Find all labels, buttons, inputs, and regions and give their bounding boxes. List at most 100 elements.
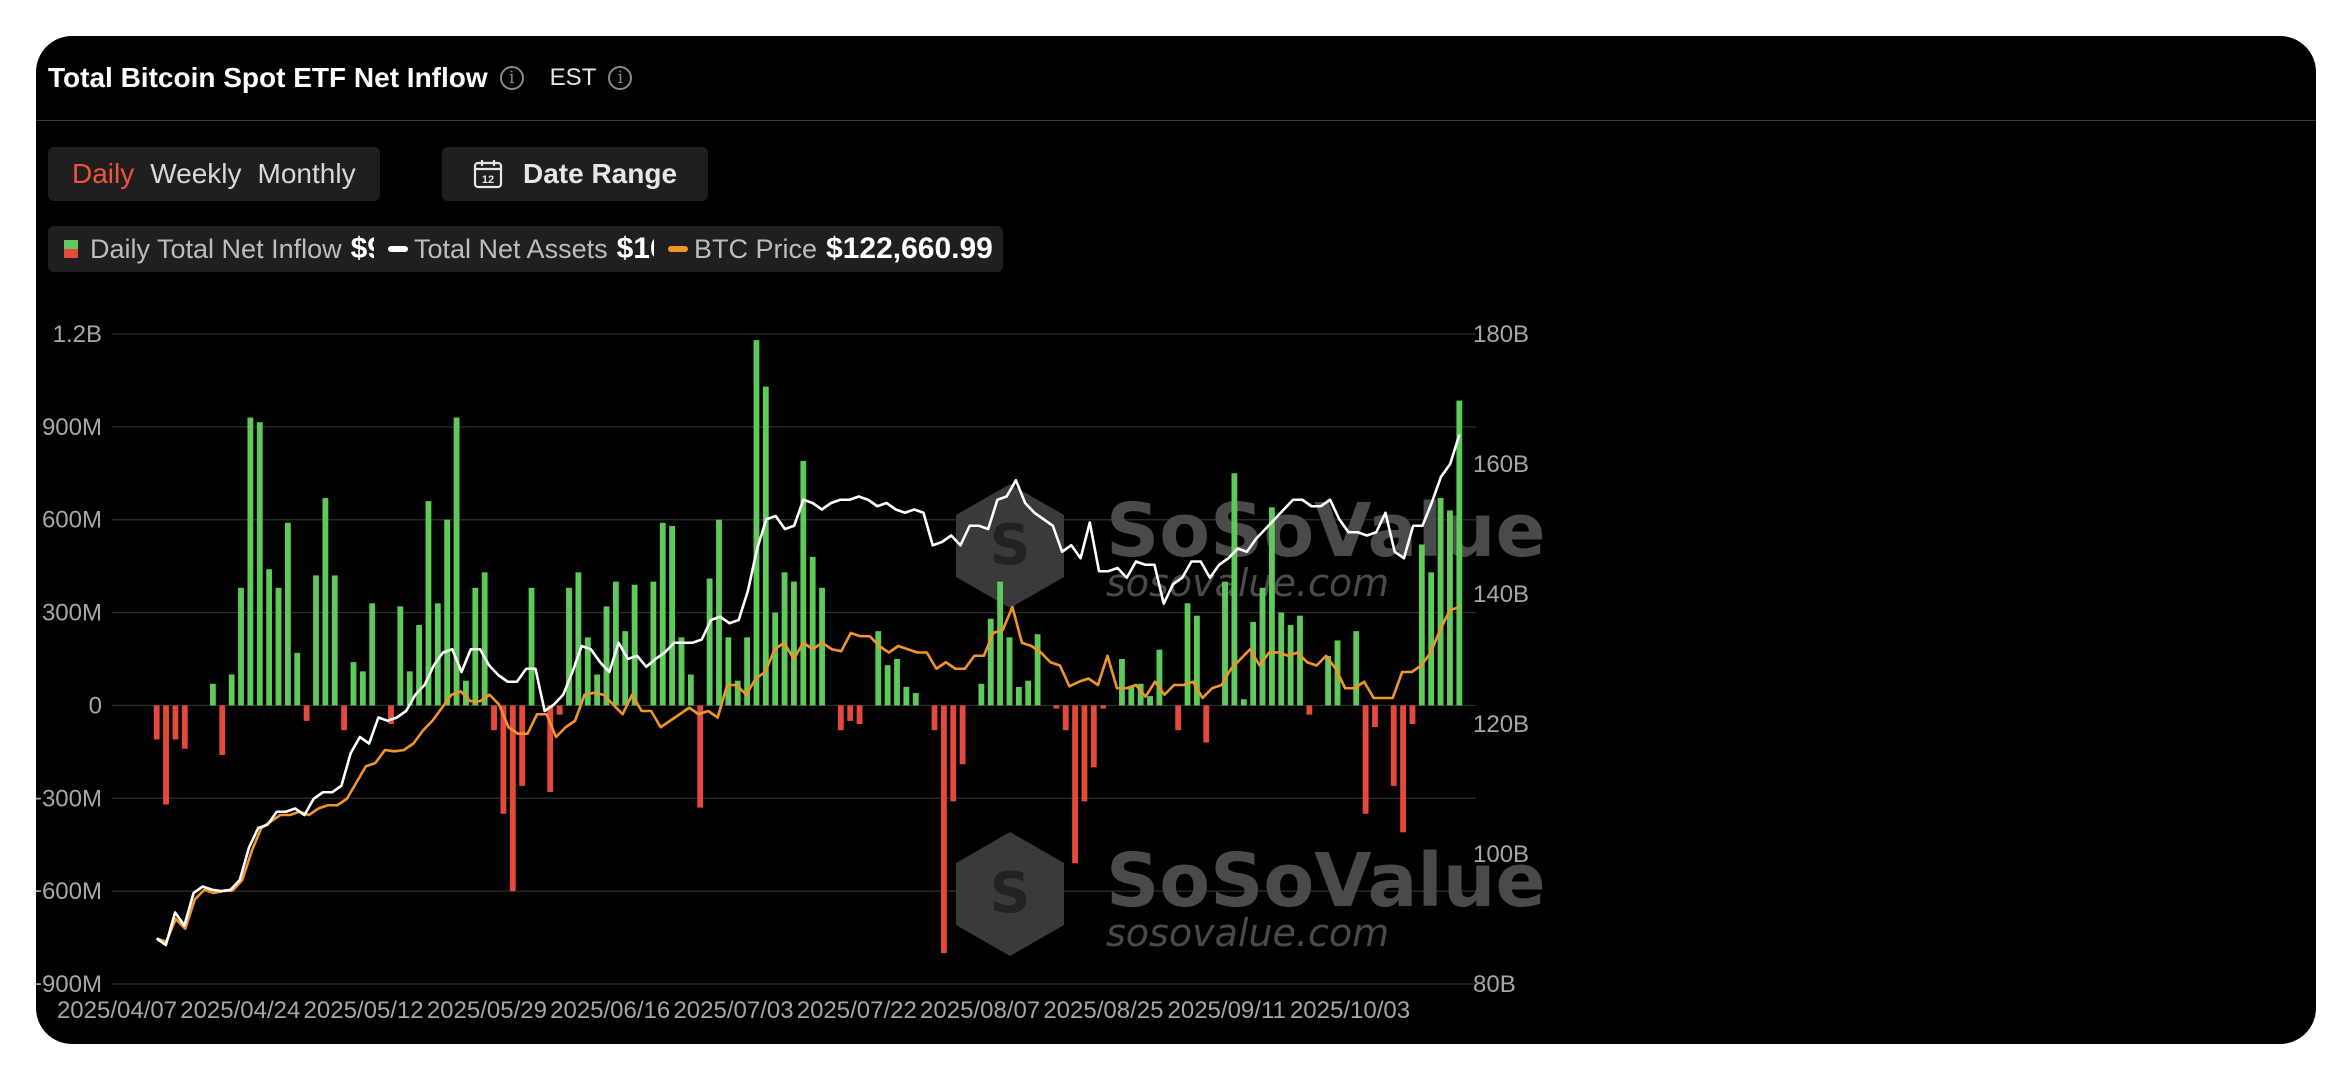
inflow-bar [772, 612, 779, 706]
x-tick-label: 2025/09/11 [1168, 997, 1286, 1024]
timezone-label[interactable]: EST [549, 64, 597, 91]
inflow-swatch [64, 240, 78, 258]
inflow-bar [950, 705, 957, 802]
inflow-bar [575, 572, 582, 706]
y-left-tick-label: 0 [89, 692, 102, 719]
inflow-bar [912, 693, 919, 706]
inflow-bar [744, 637, 750, 706]
inflow-bar [603, 606, 610, 706]
inflow-bar [1100, 705, 1107, 709]
inflow-bar [1053, 705, 1060, 709]
date-range-label: Date Range [522, 158, 678, 189]
inflow-bar [1372, 705, 1378, 728]
inflow-bar [313, 575, 319, 706]
inflow-bar [556, 705, 563, 715]
assets-swatch [388, 246, 408, 252]
y-left-tick-label: 1.2B [53, 321, 102, 348]
inflow-bar [1025, 680, 1032, 706]
net-assets-line [155, 434, 1461, 947]
inflow-bar [266, 569, 273, 706]
inflow-bar [837, 705, 844, 731]
inflow-bar [519, 705, 526, 786]
inflow-bar [725, 637, 732, 706]
inflow-bar [1390, 705, 1397, 786]
inflow-bar [275, 587, 282, 706]
inflow-bar [388, 705, 394, 724]
inflow-bar [500, 705, 507, 814]
inflow-bar [481, 572, 488, 706]
x-tick-label: 2025/05/12 [304, 997, 424, 1024]
inflow-bar [762, 386, 769, 706]
calendar-day: 12 [482, 174, 494, 186]
inflow-bar [1156, 649, 1163, 706]
inflow-bar [1418, 544, 1425, 706]
inflow-bar [1259, 587, 1266, 706]
legend-assets-label: Total Net Assets [414, 233, 608, 264]
inflow-bar [322, 498, 329, 706]
tab-weekly[interactable]: Weekly [150, 158, 242, 189]
chart-title: Total Bitcoin Spot ETF Net Inflow [48, 62, 488, 93]
inflow-bar [566, 587, 572, 706]
inflow-bar [163, 705, 169, 805]
inflow-bar [406, 671, 413, 706]
inflow-bar [809, 556, 816, 706]
x-tick-label: 2025/10/03 [1290, 997, 1410, 1024]
x-axis: 2025/04/07 2025/04/24 2025/05/12 2025/05/29… [57, 997, 1410, 1024]
inflow-bar [491, 705, 497, 731]
y-left-tick-label: −900M [36, 971, 102, 998]
inflow-bar [659, 522, 666, 706]
inflow-bar [753, 340, 760, 706]
y-left-tick-label: 300M [42, 600, 102, 627]
y-left-tick-label: 600M [42, 507, 102, 534]
inflow-bar [697, 705, 704, 808]
chart-plot[interactable]: S SoSoValue sosovalue.com S SoSoValue so… [36, 36, 2316, 1044]
inflow-bar [228, 674, 235, 706]
inflow-bar [931, 705, 938, 731]
tab-monthly[interactable]: Monthly [257, 158, 356, 189]
inflow-bar [1072, 705, 1078, 864]
tab-daily[interactable]: Daily [72, 158, 135, 189]
inflow-bar [181, 705, 188, 749]
svg-text:S: S [990, 513, 1030, 578]
inflow-bar [959, 705, 966, 765]
inflow-bar [650, 581, 657, 706]
inflow-bar [359, 671, 366, 706]
timezone-info-icon[interactable]: i [608, 66, 633, 90]
period-selector: Daily Weekly Monthly [48, 147, 380, 201]
inflow-bar [1278, 612, 1285, 706]
legend-btc[interactable]: BTC Price $122,660.99 [654, 226, 1003, 272]
legend-inflow-label: Daily Total Net Inflow [90, 233, 342, 264]
inflow-bar [978, 683, 985, 706]
inflow-bar [1034, 634, 1041, 706]
x-tick-label: 2025/04/24 [180, 997, 300, 1024]
legend-btc-value: $122,660.99 [826, 232, 993, 265]
date-range-button[interactable]: 12 Date Range [442, 147, 708, 201]
watermark: S SoSoValue sosovalue.com S SoSoValue so… [956, 484, 1546, 956]
inflow-bar [622, 631, 629, 706]
inflow-bar [706, 578, 713, 706]
inflow-bar [819, 587, 825, 706]
y-left-tick-label: 900M [42, 414, 102, 441]
watermark-brand-2: SoSoValue [1106, 838, 1546, 924]
inflow-bar [369, 603, 376, 706]
inflow-bar [1456, 400, 1463, 706]
inflow-bar [341, 705, 348, 731]
inflow-bar [1437, 498, 1444, 706]
inflow-bar [444, 519, 451, 706]
y-right-tick-label: 160B [1473, 451, 1529, 478]
y-right-tick-label: 120B [1473, 711, 1529, 738]
inflow-bar [716, 519, 722, 706]
inflow-bar [463, 680, 469, 706]
inflow-bar [856, 705, 863, 724]
inflow-bar [303, 705, 310, 721]
y-axis-left: 1.2B 900M 600M 300M 0 −300M −600M −900M [36, 321, 102, 998]
inflow-bar [1409, 705, 1416, 724]
inflow-bar [397, 606, 404, 706]
inflow-bar [1175, 705, 1182, 731]
info-icon[interactable]: i [499, 66, 524, 90]
inflow-bar [884, 665, 891, 706]
watermark-domain: sosovalue.com [1106, 561, 1389, 605]
legend-btc-label: BTC Price [694, 233, 818, 264]
inflow-bar [472, 587, 479, 706]
inflow-bar [1428, 572, 1435, 706]
